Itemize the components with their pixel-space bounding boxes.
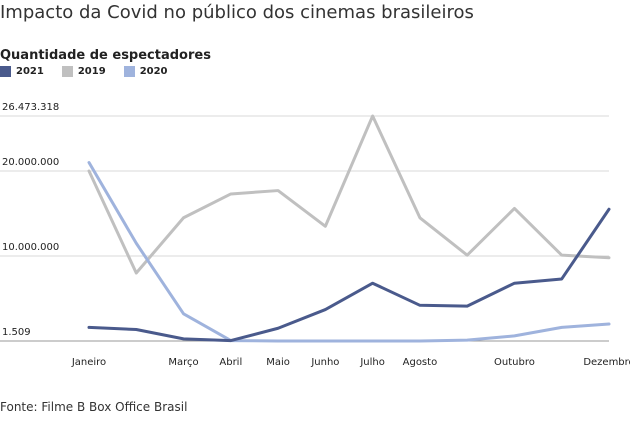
x-tick-label: Abril	[219, 357, 242, 368]
x-tick-label: Janeiro	[71, 357, 106, 368]
legend: 2021 2019 2020	[0, 66, 186, 77]
legend-item-2020: 2020	[123, 66, 168, 77]
legend-swatch-2021	[0, 66, 11, 77]
legend-label-2019: 2019	[77, 66, 106, 77]
x-tick-label: Junho	[310, 357, 339, 368]
source-note: Fonte: Filme B Box Office Brasil	[0, 400, 188, 414]
y-tick-label: 20.000.000	[2, 157, 59, 168]
series-line-2021	[87, 207, 611, 343]
x-tick-label: Julho	[359, 357, 385, 368]
series-line-2019	[87, 114, 611, 275]
x-tick-label: Agosto	[403, 357, 438, 368]
y-tick-label: 26.473.318	[2, 102, 59, 113]
legend-item-2019: 2019	[61, 66, 106, 77]
legend-item-2021: 2021	[0, 66, 44, 77]
series-line-2020	[87, 161, 611, 343]
legend-swatch-2019	[61, 66, 73, 77]
legend-label-2021: 2021	[16, 66, 44, 77]
x-tick-label: Dezembro	[583, 357, 630, 368]
legend-swatch-2020	[123, 66, 135, 77]
x-tick-label: Maio	[266, 357, 290, 368]
x-tick-label: Outubro	[494, 357, 535, 368]
y-tick-label: 10.000.000	[2, 242, 59, 253]
y-tick-label: 1.509	[2, 327, 31, 338]
chart-title: Impacto da Covid no público dos cinemas …	[0, 2, 474, 23]
chart-subtitle: Quantidade de espectadores	[0, 48, 211, 63]
legend-label-2020: 2020	[139, 66, 168, 77]
x-tick-label: Março	[168, 357, 198, 368]
